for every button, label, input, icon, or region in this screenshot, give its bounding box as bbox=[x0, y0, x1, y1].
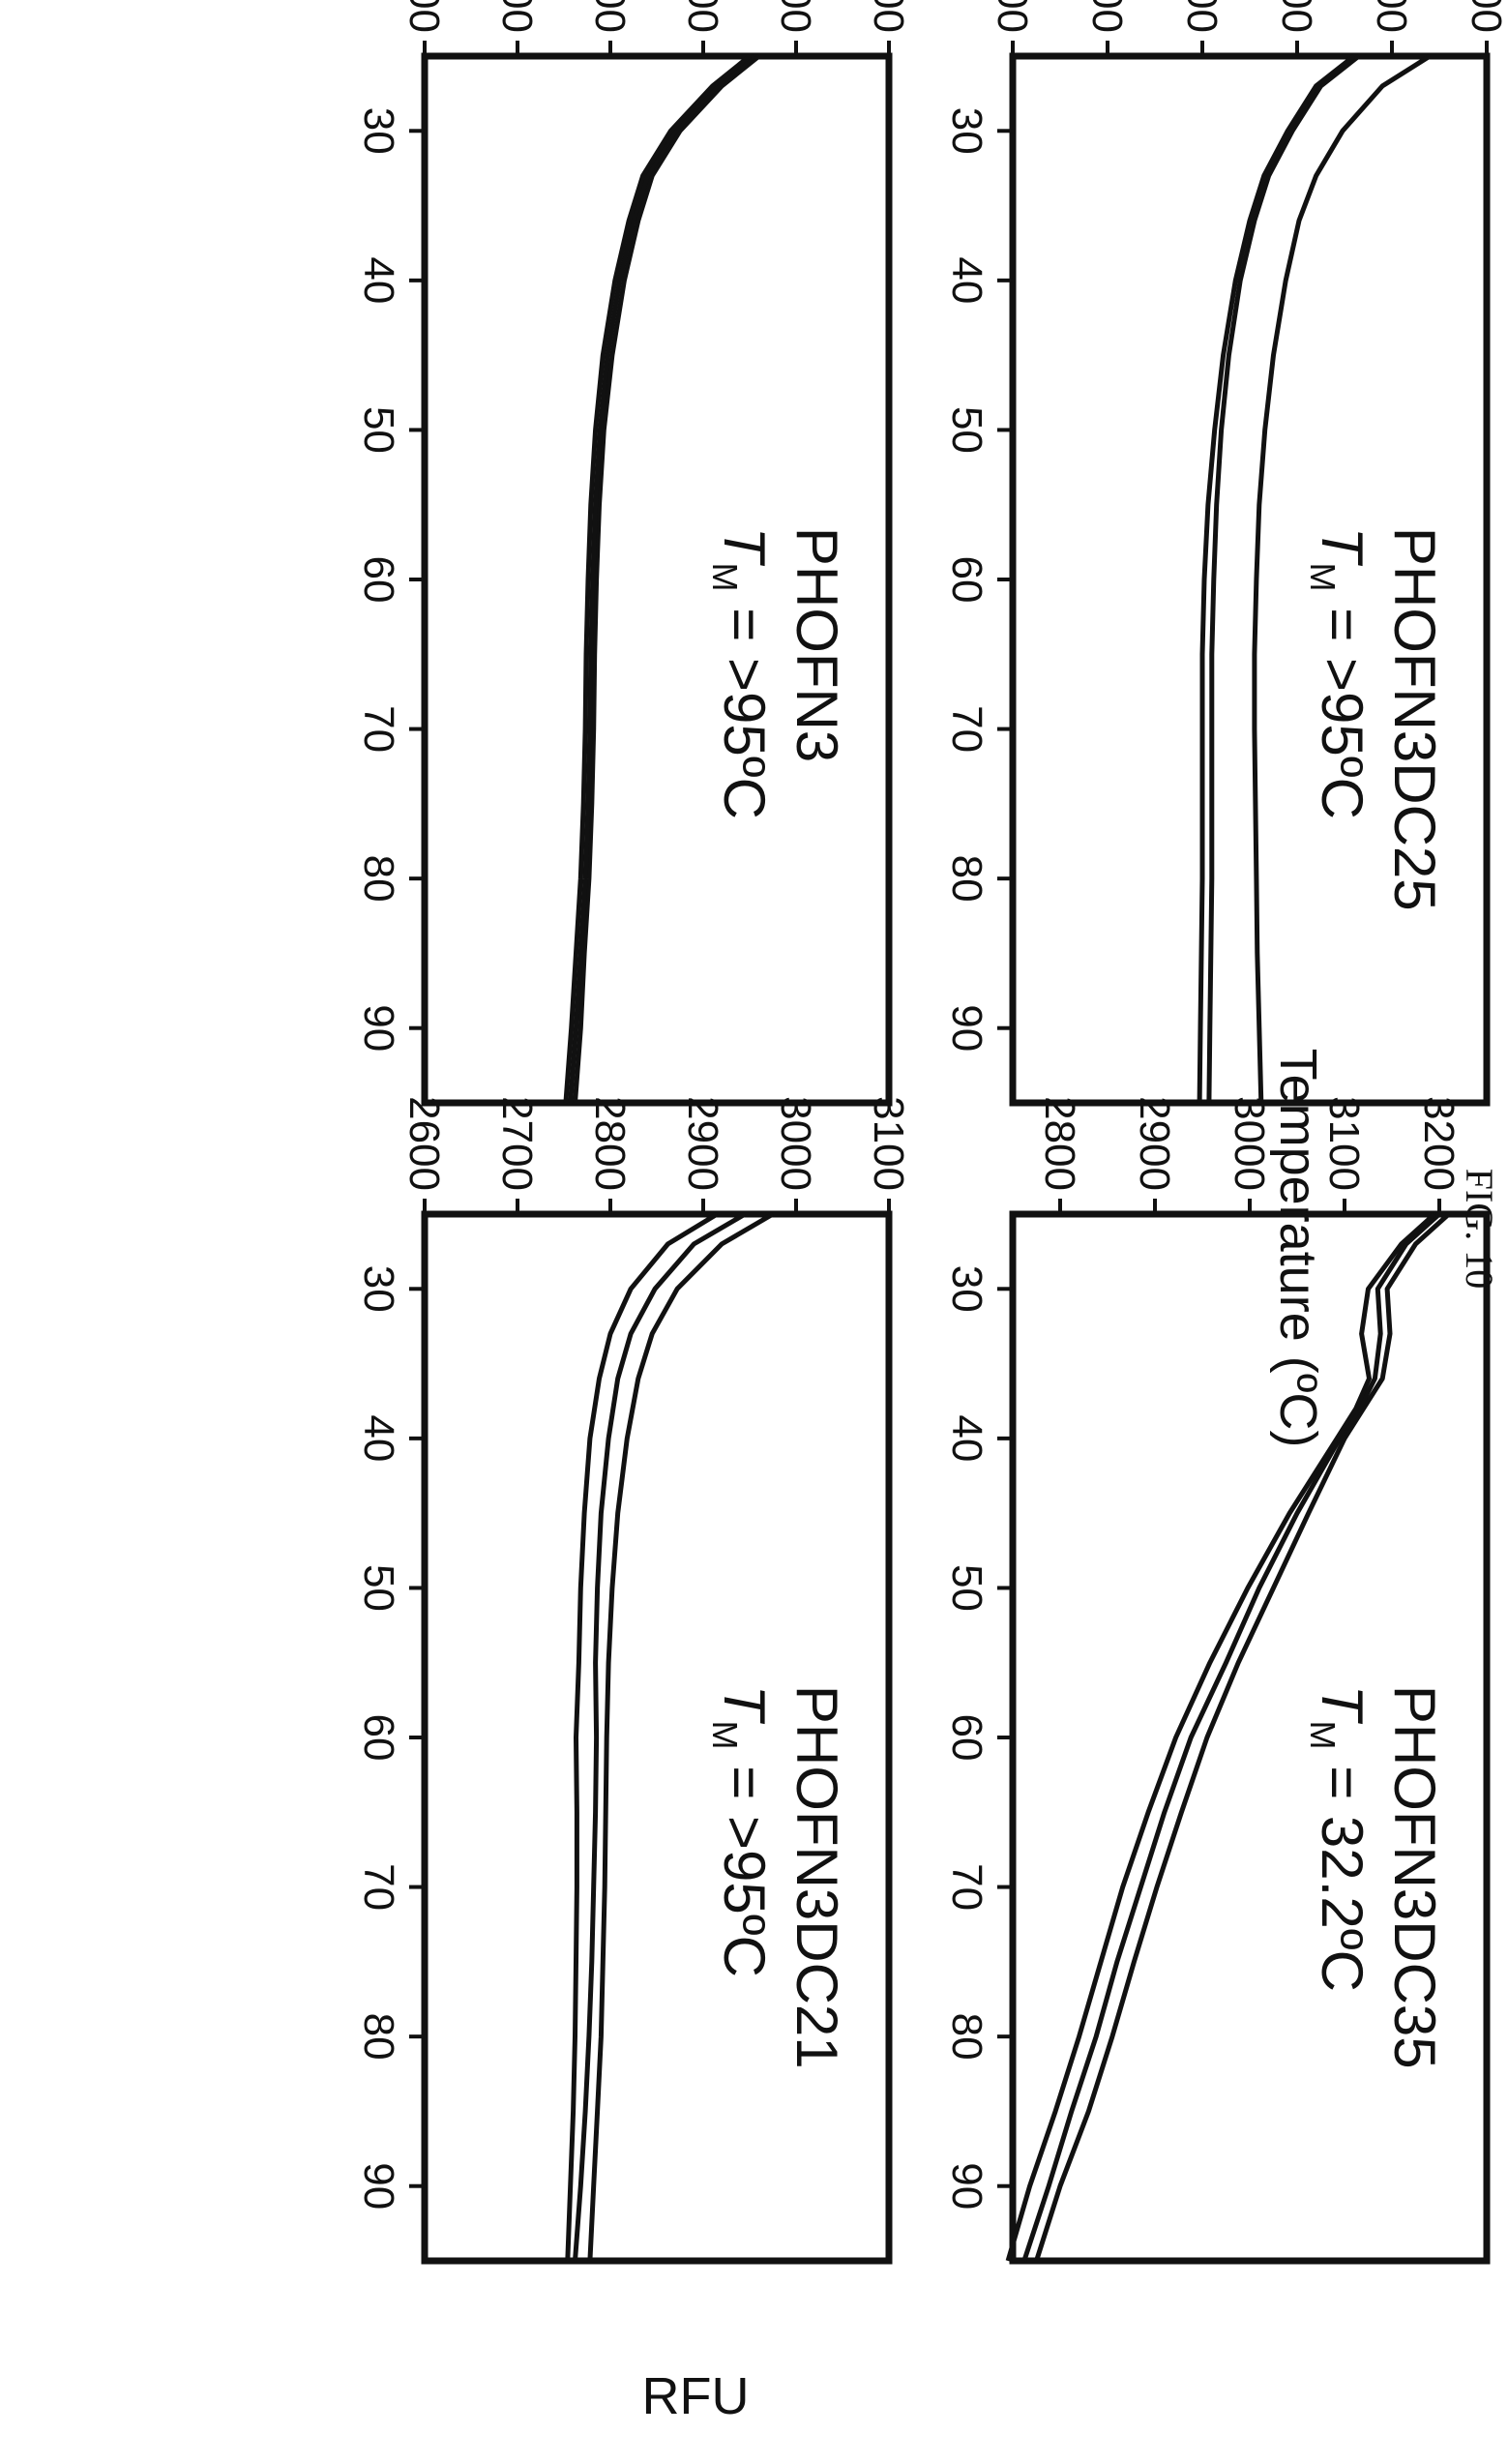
panel-tm-label: TM = >95ºC bbox=[1303, 527, 1375, 819]
y-tick-label: 3000 bbox=[772, 1096, 819, 1191]
common-y-axis-title: RFU bbox=[642, 2367, 750, 2425]
x-tick-label: 80 bbox=[355, 855, 402, 903]
panel-phofn3dc35: 2800 2900 3000 3100 3200 30 40 50 60 70 80 90 PHOFN3… bbox=[943, 1096, 1491, 2265]
x-tick-label: 60 bbox=[355, 556, 402, 604]
y-tick-label: 2700 bbox=[493, 1096, 541, 1191]
y-tick-label: 3100 bbox=[772, 0, 819, 33]
series-line-1 bbox=[1252, 53, 1432, 1104]
x-tick-label: 40 bbox=[943, 256, 991, 304]
x-tick-label: 30 bbox=[943, 1265, 991, 1313]
x-tick-label: 90 bbox=[355, 1004, 402, 1052]
x-tick-label: 80 bbox=[943, 855, 991, 903]
series-line-2 bbox=[573, 1211, 747, 2262]
x-tick-label: 60 bbox=[355, 1714, 402, 1762]
common-x-axis-title: Temperature (ºC) bbox=[1269, 1049, 1327, 1448]
series-line-1 bbox=[587, 1211, 775, 2262]
y-tick-label: 3100 bbox=[865, 1096, 912, 1191]
series-line-2 bbox=[1206, 54, 1361, 1104]
series-line-3 bbox=[1005, 1212, 1436, 2262]
y-tick-label: 2800 bbox=[1036, 1096, 1083, 1191]
y-tick-label: 3000 bbox=[1368, 0, 1415, 33]
x-tick-label: 50 bbox=[355, 1564, 402, 1612]
y-tick-label: 2800 bbox=[493, 0, 541, 33]
y-tick-label: 2700 bbox=[400, 0, 448, 33]
panel-title: PHOFN3DC25 bbox=[1382, 527, 1447, 911]
x-tick-label: 70 bbox=[355, 1863, 402, 1911]
x-tick-label: 90 bbox=[943, 2162, 991, 2210]
panel-tm-label: TM = >95ºC bbox=[705, 527, 777, 819]
y-tick-label: 3100 bbox=[1320, 1096, 1368, 1191]
x-tick-label: 90 bbox=[355, 2162, 402, 2210]
y-tick-label: 3200 bbox=[865, 0, 912, 33]
x-tick-label: 40 bbox=[355, 1414, 402, 1462]
panel-tm-label: TM = >95ºC bbox=[705, 1685, 777, 1977]
y-tick-label: 2800 bbox=[1178, 0, 1226, 33]
panel-tm-label: TM = 32.2ºC bbox=[1303, 1685, 1375, 1992]
panel-title: PHOFN3 bbox=[784, 527, 849, 762]
series-line-3 bbox=[565, 1211, 719, 2262]
x-tick-label: 30 bbox=[943, 107, 991, 155]
series-line-3 bbox=[563, 54, 752, 1104]
panel-phofn3dc25: 2600 2700 2800 2900 3000 3100 30 40 50 60 70 80 90 PH… bbox=[943, 0, 1508, 1107]
rotated-figure: 2700 2800 2900 3000 3100 3200 30 40 50 60 70 80 90 PH… bbox=[355, 0, 1508, 2425]
y-tick-label: 2700 bbox=[1083, 0, 1131, 33]
y-tick-label: 3200 bbox=[1415, 1096, 1463, 1191]
series-line-2 bbox=[568, 54, 756, 1104]
y-tick-label: 2900 bbox=[586, 0, 634, 33]
y-tick-label: 2800 bbox=[586, 1096, 634, 1191]
y-tick-label: 3100 bbox=[1463, 0, 1508, 33]
x-tick-label: 60 bbox=[943, 1714, 991, 1762]
y-tick-label: 3000 bbox=[1226, 1096, 1273, 1191]
series-line-3 bbox=[1197, 54, 1356, 1104]
y-tick-label: 2900 bbox=[679, 1096, 726, 1191]
panel-phofn3: 2700 2800 2900 3000 3100 3200 30 40 50 60 70 80 90 PH… bbox=[355, 0, 912, 1107]
y-tick-label: 2900 bbox=[1131, 1096, 1178, 1191]
panel-phofn3dc21: 2600 2700 2800 2900 3000 3100 30 40 50 60 70 80 90 PH… bbox=[355, 1096, 912, 2265]
series-line-1 bbox=[573, 54, 761, 1104]
y-tick-label: 2900 bbox=[1273, 0, 1320, 33]
x-tick-label: 70 bbox=[943, 1863, 991, 1911]
x-tick-label: 30 bbox=[355, 107, 402, 155]
x-tick-label: 80 bbox=[943, 2013, 991, 2061]
x-tick-label: 30 bbox=[355, 1265, 402, 1313]
x-tick-label: 60 bbox=[943, 556, 991, 604]
panel-title: PHOFN3DC21 bbox=[784, 1685, 849, 2069]
x-tick-label: 70 bbox=[355, 705, 402, 753]
x-tick-label: 90 bbox=[943, 1004, 991, 1052]
x-tick-label: 40 bbox=[355, 256, 402, 304]
series-line-2 bbox=[1021, 1212, 1441, 2262]
x-tick-label: 50 bbox=[943, 1564, 991, 1612]
y-tick-label: 2600 bbox=[400, 1096, 448, 1191]
panel-title: PHOFN3DC35 bbox=[1382, 1685, 1447, 2069]
x-tick-label: 40 bbox=[943, 1414, 991, 1462]
x-tick-label: 50 bbox=[355, 406, 402, 454]
y-tick-label: 3000 bbox=[679, 0, 726, 33]
y-tick-label: 2600 bbox=[989, 0, 1036, 33]
series-line-1 bbox=[1034, 1212, 1451, 2262]
figure-caption: FIG. 10 bbox=[1458, 1169, 1501, 1289]
x-tick-label: 80 bbox=[355, 2013, 402, 2061]
x-tick-label: 70 bbox=[943, 705, 991, 753]
x-tick-label: 50 bbox=[943, 406, 991, 454]
